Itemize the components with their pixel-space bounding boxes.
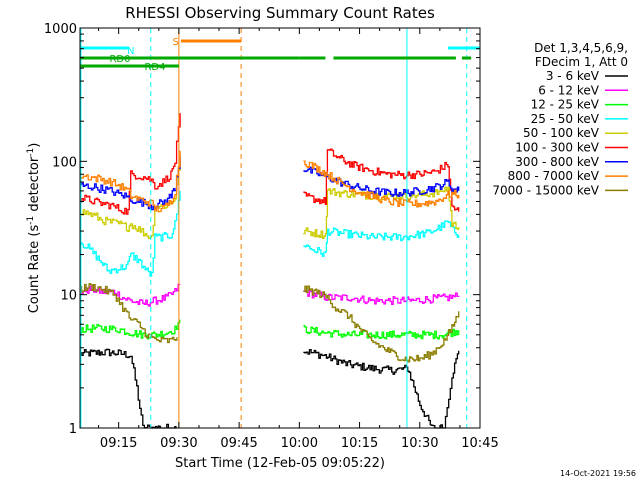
series-line-8-0 bbox=[80, 283, 178, 344]
series-3 bbox=[80, 190, 460, 277]
series-5 bbox=[80, 113, 460, 215]
y-tick-label-2: 100 bbox=[52, 155, 77, 170]
y-tick-label-1: 10 bbox=[60, 289, 77, 304]
axis-layer: 09:15 09:30 09:45 10:00 10:15 10:30 10:45 1 10 10… bbox=[44, 22, 499, 451]
legend-label-8: 7000 - 15000 keV bbox=[492, 183, 599, 197]
x-tick-label-0: 09:15 bbox=[100, 436, 137, 451]
legend-header-line-2: FDecim 1, Att 0 bbox=[535, 55, 628, 69]
series-line-7-1 bbox=[303, 160, 460, 208]
y-axis-label-main: Count Rate (s bbox=[27, 225, 42, 314]
series-8 bbox=[80, 283, 460, 363]
legend-label-5: 100 - 300 keV bbox=[515, 141, 599, 155]
series-line-5-1 bbox=[303, 148, 460, 212]
y-axis-label: Count Rate (s-1 detector-1) bbox=[26, 143, 42, 314]
series-layer bbox=[80, 113, 460, 429]
x-tick-label-5: 10:30 bbox=[401, 436, 438, 451]
y-axis-label-sup1: -1 bbox=[26, 216, 36, 225]
legend: Det 1,3,4,5,6,9, FDecim 1, Att 0 3 - 6 k… bbox=[492, 41, 628, 197]
series-line-2-1 bbox=[303, 325, 460, 340]
annotation-layer: N S RD0 RD4 bbox=[80, 28, 480, 428]
series-line-3-1 bbox=[303, 220, 460, 257]
legend-label-7: 800 - 7000 keV bbox=[508, 169, 600, 183]
legend-label-3: 25 - 50 keV bbox=[531, 112, 600, 126]
series-line-4-0 bbox=[80, 161, 181, 240]
y-tick-label-3: 1000 bbox=[44, 22, 77, 37]
x-tick-label-3: 10:00 bbox=[281, 436, 318, 451]
series-line-4-1 bbox=[303, 186, 460, 240]
series-4 bbox=[80, 161, 460, 240]
series-line-0-1 bbox=[303, 349, 460, 429]
legend-label-2: 12 - 25 keV bbox=[531, 98, 600, 112]
series-line-5-0 bbox=[80, 113, 181, 215]
y-tick-label-0: 1 bbox=[69, 422, 77, 437]
y-axis-label-mid: detector bbox=[27, 156, 42, 216]
legend-header-line-1: Det 1,3,4,5,6,9, bbox=[534, 41, 628, 55]
legend-label-4: 50 - 100 keV bbox=[523, 126, 600, 140]
legend-label-0: 3 - 6 keV bbox=[546, 69, 600, 83]
plot-frame bbox=[79, 27, 481, 429]
s-label: S bbox=[173, 37, 179, 48]
rd0-label: RD0 bbox=[109, 54, 130, 65]
rd4-label: RD4 bbox=[144, 62, 165, 73]
x-tick-label-1: 09:30 bbox=[160, 436, 197, 451]
series-line-3-0 bbox=[80, 190, 181, 277]
y-axis-label-end: ) bbox=[27, 143, 42, 148]
series-line-0-0 bbox=[80, 348, 177, 429]
n-label: N bbox=[127, 46, 134, 57]
series-line-7-0 bbox=[80, 150, 181, 213]
y-axis-label-sup2: -1 bbox=[26, 148, 36, 157]
series-7 bbox=[80, 150, 460, 213]
series-0 bbox=[80, 348, 460, 429]
series-line-8-1 bbox=[303, 285, 460, 363]
footer-date: 14-Oct-2021 19:56 bbox=[560, 469, 636, 478]
x-tick-label-4: 10:15 bbox=[341, 436, 378, 451]
x-tick-label-6: 10:45 bbox=[461, 436, 498, 451]
x-tick-label-2: 09:45 bbox=[220, 436, 257, 451]
chart-title: RHESSI Observing Summary Count Rates bbox=[125, 4, 435, 22]
x-axis-label: Start Time (12-Feb-05 09:05:22) bbox=[175, 456, 385, 471]
legend-label-6: 300 - 800 keV bbox=[515, 155, 599, 169]
legend-label-1: 6 - 12 keV bbox=[538, 83, 600, 97]
